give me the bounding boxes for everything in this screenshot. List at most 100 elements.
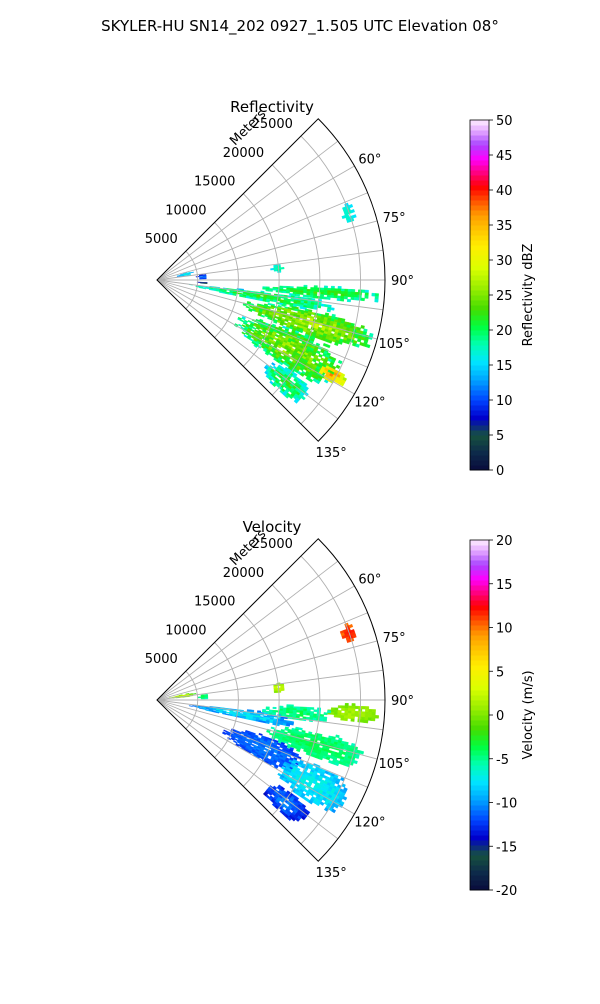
colorbar-swatch (470, 555, 489, 561)
echo-gate (316, 357, 321, 363)
echo-gate (354, 291, 359, 296)
echo-gate (284, 394, 290, 399)
echo-gate (353, 297, 359, 301)
colorbar-swatch (470, 395, 489, 401)
colorbar-swatch (470, 170, 489, 176)
echo-gate (189, 271, 194, 274)
echo-gate (337, 359, 343, 365)
colorbar-tick-label: 15 (496, 578, 513, 593)
colorbar-swatch (470, 760, 489, 766)
echo-gate (225, 713, 230, 716)
echo-gate (279, 290, 284, 293)
echo-gate (308, 378, 314, 383)
azimuth-tick-label: 75° (383, 631, 406, 646)
colorbar-swatch (470, 225, 489, 231)
echo-gate (299, 372, 305, 377)
echo-gate (330, 307, 335, 311)
colorbar-swatch (470, 700, 489, 706)
colorbar-swatch (470, 420, 489, 426)
echo-gate (295, 817, 300, 822)
colorbar-swatch (470, 785, 489, 791)
echo-gate (330, 707, 335, 711)
azimuth-tick-label: 60° (358, 572, 381, 587)
colorbar-swatch (470, 435, 489, 441)
echo-gate (306, 305, 311, 309)
echo-gate (368, 711, 373, 716)
colorbar-swatch (470, 425, 489, 431)
echo-gate (351, 289, 356, 293)
colorbar-tick-label: 35 (496, 219, 513, 234)
echo-gate (302, 712, 307, 716)
colorbar-swatch (470, 725, 489, 731)
echo-gate (365, 706, 370, 710)
echo-gate (309, 306, 315, 310)
echo-gate (343, 296, 348, 300)
colorbar-swatch (470, 245, 489, 251)
colorbar-swatch (470, 560, 489, 566)
echo-gate (280, 307, 285, 311)
echo-gate (319, 296, 324, 300)
azimuth-tick-label: 135° (315, 446, 346, 461)
echo-gate (223, 729, 228, 733)
echo-gate (365, 343, 371, 349)
colorbar-swatch (470, 550, 489, 556)
echo-gate (354, 754, 360, 759)
colorbar-swatch (470, 270, 489, 276)
echo-region-7 (339, 622, 357, 643)
echo-gate (330, 285, 335, 289)
colorbar-swatch (470, 730, 489, 736)
colorbar-tick-label: 0 (496, 709, 504, 724)
range-tick-label: 20000 (223, 146, 264, 161)
echo-gate (241, 331, 246, 335)
colorbar-swatch (470, 375, 489, 381)
echo-region-1 (261, 704, 332, 723)
echo-gate (272, 299, 277, 303)
echo-gate (356, 338, 362, 343)
colorbar-swatch (470, 770, 489, 776)
colorbar-swatch (470, 715, 489, 721)
colorbar-swatch (470, 815, 489, 821)
echo-gate (318, 756, 323, 761)
echo-gate (347, 293, 352, 298)
colorbar-swatch (470, 465, 489, 471)
echo-gate (320, 303, 325, 307)
echo-gate (274, 805, 279, 810)
figure-title: SKYLER-HU SN14_202 0927_1.505 UTC Elevat… (101, 17, 499, 36)
echo-gate (309, 295, 314, 299)
colorbar-swatch (470, 155, 489, 161)
echo-gate (323, 712, 328, 716)
range-tick-label: 20000 (223, 566, 264, 581)
echo-gate (364, 711, 369, 716)
colorbar-swatch (470, 600, 489, 606)
echo-gate (351, 708, 356, 712)
echo-region-2 (242, 301, 374, 349)
echo-gate (270, 306, 275, 310)
echo-gate (359, 750, 365, 755)
colorbar-swatch (470, 595, 489, 601)
azimuth-tick-label: 120° (354, 816, 385, 831)
colorbar-swatch (470, 745, 489, 751)
echo-gate (340, 291, 345, 295)
colorbar-swatch (470, 345, 489, 351)
colorbar-swatch (470, 545, 489, 551)
colorbar-swatch (470, 460, 489, 466)
echo-region-0 (327, 703, 380, 724)
colorbar-swatch (470, 120, 489, 126)
echo-gate (334, 709, 339, 713)
colorbar-swatch (470, 125, 489, 131)
echo-gate (273, 269, 278, 272)
echo-gate (203, 282, 208, 284)
colorbar-swatch (470, 740, 489, 746)
echo-gate (248, 309, 253, 312)
echo-gate (303, 290, 308, 294)
echo-gate (323, 292, 328, 296)
azimuth-spoke (156, 220, 378, 281)
echo-gate (326, 309, 331, 313)
colorbar-swatch (470, 660, 489, 666)
echo-gate (260, 314, 265, 318)
echo-gate (361, 289, 366, 293)
echo-gate (270, 267, 275, 271)
azimuth-spoke (156, 699, 339, 840)
colorbar-tick-label: 5 (496, 429, 504, 444)
